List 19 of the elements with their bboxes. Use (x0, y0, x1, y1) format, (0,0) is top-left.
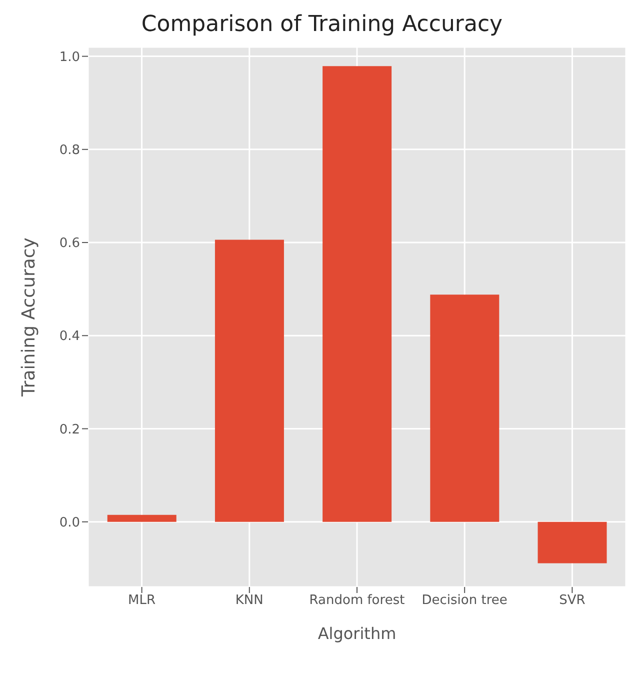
y-tick-label: 0.2 (59, 422, 80, 438)
bar (430, 294, 500, 522)
x-tick-label: KNN (235, 593, 264, 608)
y-tick-label: 0.6 (59, 236, 80, 252)
x-tick-label: SVR (559, 593, 586, 608)
x-axis-title: Algorithm (318, 624, 396, 643)
x-tick-label: Decision tree (422, 593, 508, 608)
bar (107, 514, 176, 522)
y-tick-label: 0.4 (59, 329, 80, 344)
y-tick-label: 0.0 (59, 515, 80, 530)
y-tick-label: 0.8 (59, 143, 80, 158)
y-tick-label: 1.0 (59, 50, 80, 65)
bar (214, 240, 284, 522)
bar (322, 66, 392, 522)
x-tick-label: MLR (128, 593, 156, 608)
chart-title: Comparison of Training Accuracy (140, 11, 504, 37)
y-axis-title: Training Accuracy (18, 237, 40, 398)
bar (538, 522, 607, 564)
x-tick-label: Random forest (309, 593, 405, 608)
